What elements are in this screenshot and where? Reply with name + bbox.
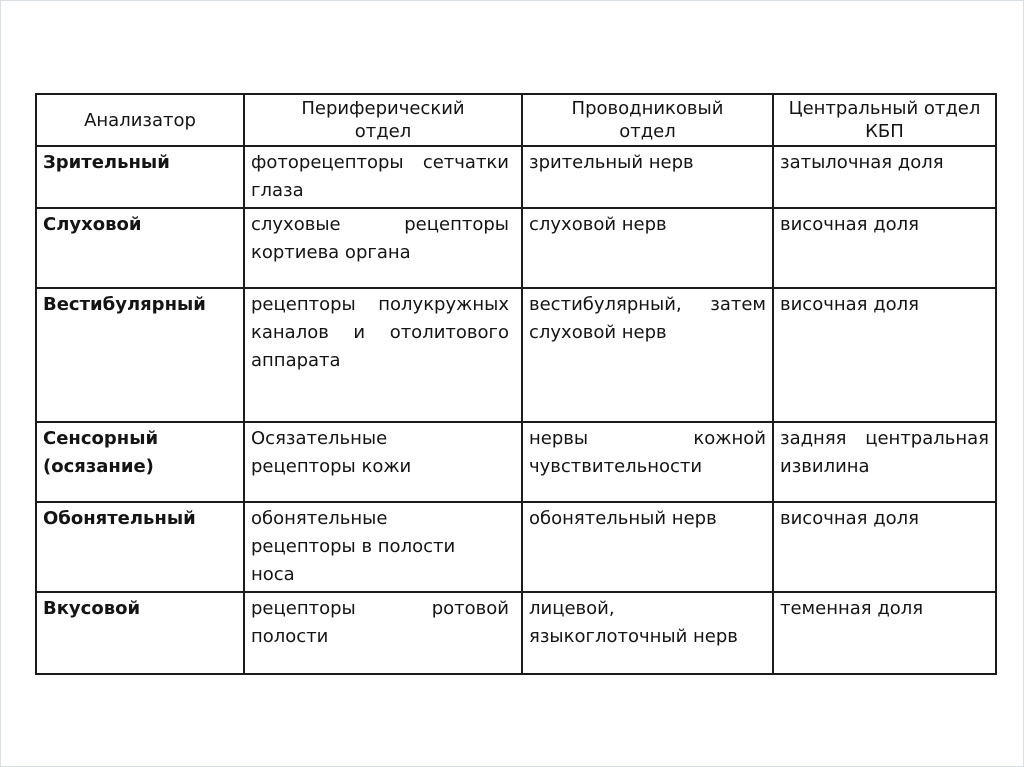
table-row-olfactory: Обонятельный обонятельные рецепторы в по…	[35, 501, 997, 593]
table-header-row: Анализатор Периферический отдел Проводни…	[35, 93, 997, 147]
central-cell: височная доля	[772, 501, 997, 593]
central-cell: височная доля	[772, 207, 997, 289]
table-row-vestibular: Вестибулярный рецепторы полукружных кана…	[35, 287, 997, 423]
column-header-central: Центральный отдел КБП	[772, 93, 997, 147]
table-row-auditory: Слуховой слуховые рецепторы кортиева орг…	[35, 207, 997, 289]
peripheral-cell: Осязательные рецепторы кожи	[243, 421, 523, 503]
peripheral-cell: рецепторы ротовой полости	[243, 591, 523, 675]
analyzer-name-cell: Зрительный	[35, 145, 245, 209]
conductor-cell: вестибулярный, затем слуховой нерв	[521, 287, 774, 423]
column-header-analyzer: Анализатор	[35, 93, 245, 147]
column-header-peripheral: Периферический отдел	[243, 93, 523, 147]
analyzer-name-cell: Вестибулярный	[35, 287, 245, 423]
table-row-gustatory: Вкусовой рецепторы ротовой полости лицев…	[35, 591, 997, 675]
analyzer-name-cell: Вкусовой	[35, 591, 245, 675]
table-row-visual: Зрительный фоторецепторы сетчатки глаза …	[35, 145, 997, 209]
analyzer-name-cell: Слуховой	[35, 207, 245, 289]
peripheral-cell: фоторецепторы сетчатки глаза	[243, 145, 523, 209]
central-cell: задняя центральная извилина	[772, 421, 997, 503]
conductor-cell: лицевой, языкоглоточный нерв	[521, 591, 774, 675]
conductor-cell: нервы кожной чувствительности	[521, 421, 774, 503]
central-cell: затылочная доля	[772, 145, 997, 209]
peripheral-cell: слуховые рецепторы кортиева органа	[243, 207, 523, 289]
central-cell: теменная доля	[772, 591, 997, 675]
central-cell: височная доля	[772, 287, 997, 423]
analyzer-name-cell: Сенсорный (осязание)	[35, 421, 245, 503]
conductor-cell: обонятельный нерв	[521, 501, 774, 593]
table-row-sensory-touch: Сенсорный (осязание) Осязательные рецепт…	[35, 421, 997, 503]
peripheral-cell: рецепторы полукружных каналов и отолитов…	[243, 287, 523, 423]
peripheral-cell: обонятельные рецепторы в полости носа	[243, 501, 523, 593]
conductor-cell: зрительный нерв	[521, 145, 774, 209]
analyzers-table: Анализатор Периферический отдел Проводни…	[35, 93, 997, 675]
conductor-cell: слуховой нерв	[521, 207, 774, 289]
column-header-conductor: Проводниковый отдел	[521, 93, 774, 147]
analyzer-name-cell: Обонятельный	[35, 501, 245, 593]
